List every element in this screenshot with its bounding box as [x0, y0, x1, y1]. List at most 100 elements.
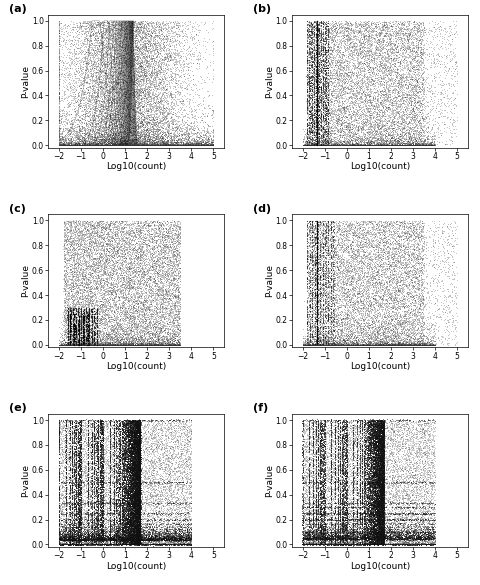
Point: [133, 283, 141, 292]
Point: [135, 524, 143, 533]
Point: [317, 32, 325, 42]
Point: [378, 484, 385, 493]
Point: [99, 432, 107, 441]
Point: [83, 251, 91, 260]
Point: [132, 526, 140, 536]
Point: [306, 225, 313, 235]
Point: [135, 447, 143, 456]
Point: [76, 97, 84, 106]
Point: [386, 521, 394, 531]
Point: [367, 78, 374, 87]
Point: [66, 340, 73, 349]
Point: [118, 529, 126, 538]
Point: [169, 335, 177, 344]
Point: [85, 247, 93, 256]
Point: [93, 540, 101, 549]
Point: [133, 216, 141, 226]
Point: [152, 501, 159, 510]
Point: [309, 455, 316, 464]
Point: [330, 467, 338, 477]
Point: [58, 460, 65, 470]
Point: [163, 540, 170, 549]
Point: [107, 440, 115, 449]
Point: [93, 510, 100, 519]
Point: [317, 533, 324, 542]
Point: [120, 450, 127, 460]
Point: [133, 524, 141, 533]
Point: [372, 494, 379, 503]
Point: [110, 460, 118, 469]
Point: [372, 19, 380, 29]
Point: [173, 535, 180, 545]
Point: [156, 94, 164, 104]
Point: [409, 140, 417, 149]
Point: [106, 304, 113, 314]
Point: [180, 540, 188, 549]
Point: [134, 487, 142, 496]
Point: [150, 540, 157, 549]
Point: [156, 510, 164, 519]
Point: [128, 487, 135, 496]
Point: [420, 93, 427, 102]
Point: [374, 45, 382, 54]
Point: [173, 540, 181, 549]
Point: [60, 493, 67, 502]
Point: [430, 442, 437, 452]
Point: [122, 535, 130, 544]
Point: [100, 479, 108, 488]
Point: [98, 53, 106, 63]
Point: [137, 519, 144, 529]
Point: [120, 433, 128, 443]
Point: [128, 504, 136, 513]
Point: [356, 488, 364, 498]
Point: [313, 126, 321, 135]
Point: [137, 100, 145, 109]
Point: [175, 128, 183, 137]
Point: [334, 31, 341, 40]
Point: [396, 340, 403, 349]
Point: [316, 308, 324, 318]
Point: [165, 522, 172, 532]
Point: [105, 534, 112, 543]
Point: [124, 503, 132, 512]
Point: [62, 469, 70, 479]
Point: [80, 235, 87, 245]
Point: [307, 111, 314, 121]
Point: [384, 316, 392, 325]
Point: [337, 40, 345, 50]
Point: [118, 112, 125, 122]
Point: [414, 121, 422, 130]
Point: [399, 474, 407, 484]
Point: [405, 31, 413, 40]
Point: [77, 425, 85, 435]
Point: [129, 486, 137, 495]
Point: [361, 537, 369, 546]
Point: [71, 447, 78, 456]
Point: [126, 476, 133, 486]
Point: [406, 506, 414, 515]
Point: [325, 140, 333, 150]
Point: [120, 501, 128, 510]
Point: [80, 519, 88, 528]
Point: [125, 530, 133, 539]
Point: [319, 112, 327, 121]
Point: [75, 34, 83, 43]
Point: [368, 536, 376, 545]
Point: [207, 136, 215, 146]
Point: [155, 82, 163, 91]
Point: [400, 315, 408, 324]
Point: [139, 536, 147, 545]
Point: [121, 76, 129, 85]
Point: [309, 518, 317, 527]
Point: [141, 508, 148, 517]
Point: [377, 493, 384, 502]
Point: [130, 463, 137, 473]
Point: [304, 325, 312, 335]
Point: [431, 540, 438, 549]
Point: [157, 460, 165, 470]
Point: [377, 133, 385, 142]
Point: [87, 533, 95, 542]
Point: [107, 118, 114, 127]
Point: [430, 252, 437, 261]
Point: [389, 123, 397, 132]
